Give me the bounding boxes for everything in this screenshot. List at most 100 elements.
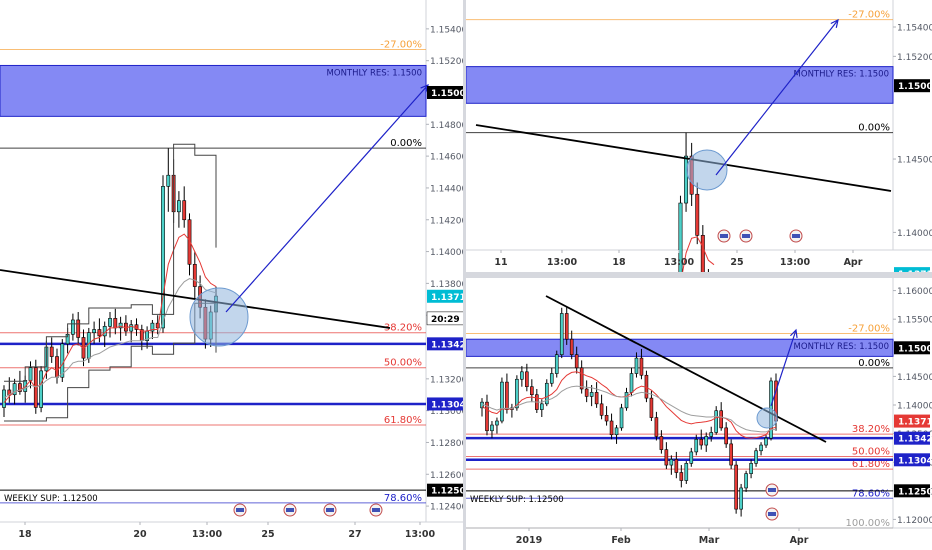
candle-body	[490, 424, 494, 432]
candle-body	[192, 263, 197, 287]
y-tick-label: 1.13800	[430, 280, 466, 290]
projection-arrow-line	[770, 329, 797, 407]
candle-body	[634, 357, 639, 374]
trendline	[475, 124, 892, 192]
y-tick-label: 1.15500	[897, 316, 932, 326]
candle-body	[709, 432, 714, 437]
candle-body	[574, 354, 579, 369]
y-tick-label: 1.14500	[897, 373, 932, 383]
event-flag-icon	[720, 234, 728, 238]
price-label-text: 1.13420	[898, 435, 932, 445]
price-label-box	[894, 453, 930, 467]
chart-panel-top-right[interactable]: MONTHLY RES: 1.1500 -27.00% 0.00% 1.15400 1.…	[466, 0, 932, 272]
y-tick-label: 1.14000	[897, 229, 932, 239]
candle-body	[559, 313, 564, 355]
y-tick-label: 1.12400	[430, 503, 466, 513]
y-tick-label: 1.15200	[430, 57, 466, 67]
price-label-box	[427, 85, 464, 99]
candle-body	[495, 420, 499, 426]
candle-body	[118, 322, 123, 329]
y-tick-label: 1.15400	[430, 25, 466, 35]
x-tick-label: Feb	[611, 535, 631, 546]
candle-body	[187, 219, 192, 265]
chart-left-svg[interactable]: MONTHLY RES: 1.1500 -27.00% 0.00% 38.20% 50.…	[0, 0, 466, 550]
projection-arrow-head	[420, 83, 429, 93]
price-label-box	[894, 414, 930, 428]
candle-body	[689, 451, 694, 464]
fib-level-label: 100.00%	[846, 518, 891, 529]
y-tick-label: 1.15200	[897, 53, 932, 63]
price-label-box	[894, 79, 930, 93]
y-tick-label: 1.14400	[430, 184, 466, 194]
candle-body	[525, 371, 529, 387]
candle-body	[161, 186, 165, 329]
price-axis	[893, 0, 932, 272]
y-tick-label: 1.14500	[897, 156, 932, 166]
fib-level-label: 78.60%	[384, 493, 422, 504]
price-label-text: 1.13042	[431, 400, 466, 410]
candle-body	[684, 463, 689, 481]
candle-body	[28, 367, 33, 381]
candle-body	[729, 443, 733, 466]
price-label-box	[894, 484, 930, 498]
price-label-text: 1.13420	[431, 340, 466, 350]
candle-body	[614, 427, 619, 436]
fib-level-label: 50.00%	[852, 446, 890, 457]
y-tick-label: 1.13200	[430, 375, 466, 385]
moving-average-line	[481, 371, 777, 439]
event-flag-icon	[742, 234, 750, 238]
x-tick-label: 27	[348, 529, 361, 540]
candle-body	[749, 463, 753, 474]
fib-level-label: -27.00%	[848, 323, 890, 334]
channel-upper-line	[4, 143, 217, 382]
chart-top-right-svg[interactable]: MONTHLY RES: 1.1500 -27.00% 0.00% 1.15400 1.…	[466, 0, 932, 272]
candle-body	[515, 378, 519, 409]
candle-body	[549, 373, 554, 384]
candle-body	[500, 381, 504, 422]
price-label-box	[894, 267, 930, 272]
chart-panel-bottom-right[interactable]: MONTHLY RES: 1.1500 -27.00% 0.00% 38.20% 50.…	[466, 278, 932, 550]
moving-average-line	[481, 385, 776, 433]
candle-body	[739, 487, 743, 510]
y-tick-label: 1.14800	[430, 121, 466, 131]
highlight-circle	[189, 287, 249, 347]
event-flag-icon	[372, 508, 380, 512]
channel-lower-line	[4, 302, 217, 422]
candle-body	[97, 329, 102, 337]
panel-divider-horizontal[interactable]	[466, 272, 932, 278]
x-tick-label: 13:00	[405, 529, 436, 540]
fib-level-label: 50.00%	[384, 358, 422, 369]
x-tick-label: Mar	[699, 535, 720, 546]
x-tick-label: 13:00	[192, 529, 223, 540]
candle-body	[544, 382, 549, 405]
candle-body	[669, 459, 674, 466]
projection-arrow-line	[715, 19, 839, 176]
candle-body	[695, 193, 700, 236]
x-tick-label: 13:00	[664, 257, 695, 268]
price-label-box	[894, 431, 930, 445]
projection-arrow-head	[830, 18, 839, 28]
price-axis	[893, 278, 932, 550]
chart-bottom-right-svg[interactable]: MONTHLY RES: 1.1500 -27.00% 0.00% 38.20% 50.…	[466, 278, 932, 550]
x-tick-label: Apr	[790, 535, 809, 546]
candle-body	[530, 386, 534, 396]
candle-body	[599, 403, 604, 416]
candle-body	[704, 436, 709, 446]
chart-panel-left[interactable]: MONTHLY RES: 1.1500 -27.00% 0.00% 38.20% 50.…	[0, 0, 466, 550]
moving-average-line	[3, 278, 217, 399]
candle-body	[678, 202, 683, 272]
trendline	[545, 295, 827, 443]
candle-body	[113, 318, 118, 329]
x-tick-label: Apr	[844, 257, 863, 268]
candle-body	[764, 437, 768, 446]
fib-level-label: 61.80%	[384, 415, 422, 426]
x-tick-label: 25	[261, 529, 274, 540]
y-tick-label: 1.16000	[897, 287, 932, 297]
fib-level-label: 38.20%	[384, 323, 422, 334]
fib-level-label: 38.20%	[852, 424, 890, 435]
candle-body	[12, 383, 17, 396]
panel-divider-vertical[interactable]	[463, 0, 466, 550]
y-tick-label: 1.13000	[430, 407, 466, 417]
fib-level-label: 0.00%	[858, 358, 890, 369]
moving-average-line	[3, 233, 217, 404]
